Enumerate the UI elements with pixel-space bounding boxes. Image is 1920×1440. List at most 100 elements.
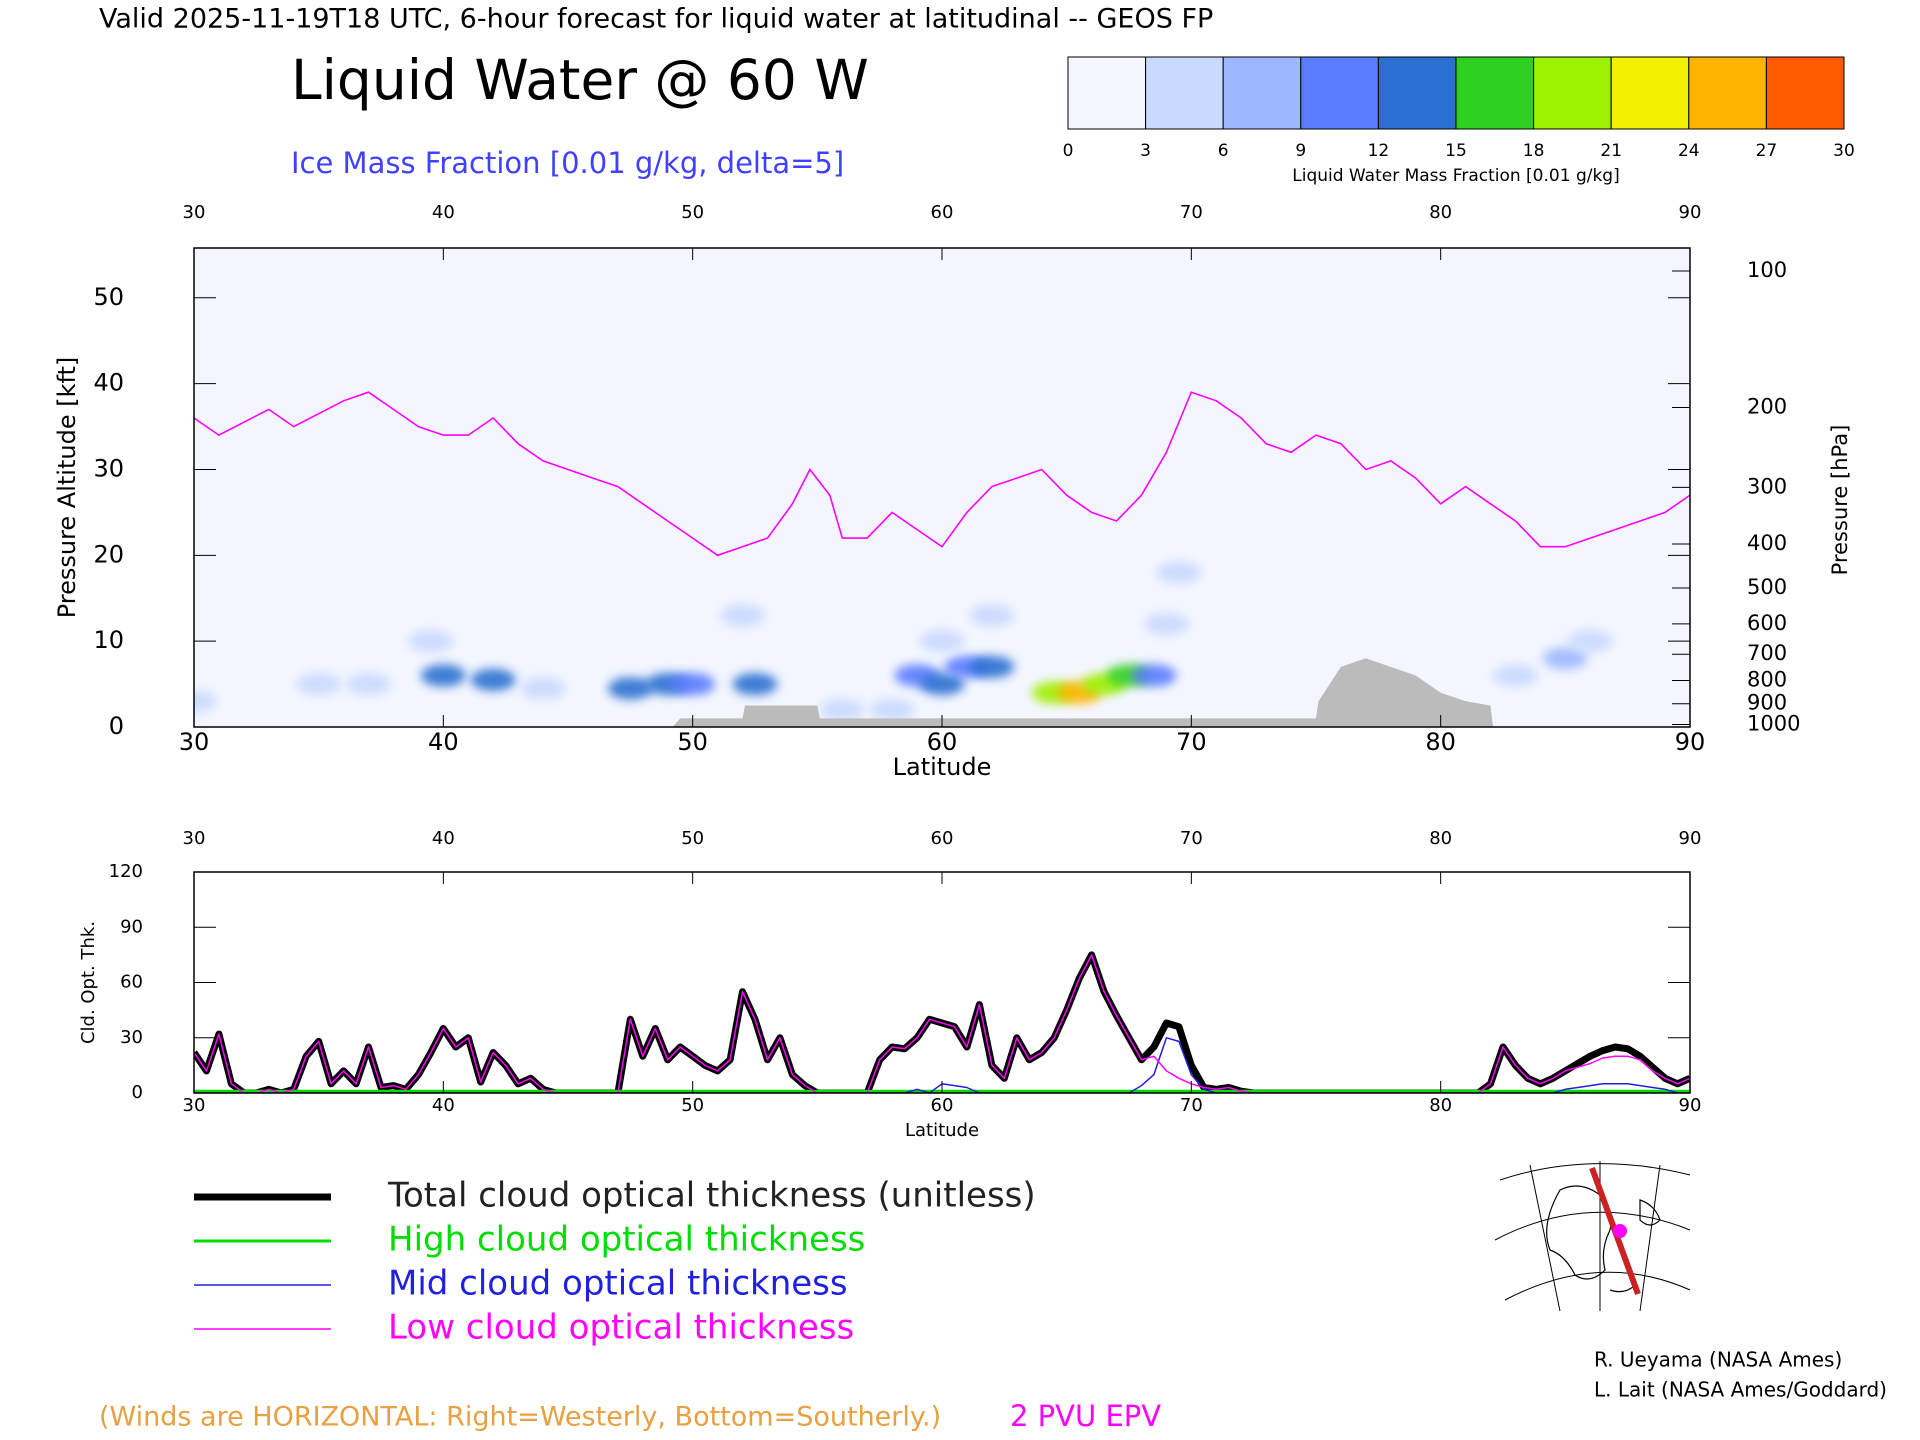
liquid-cell	[1493, 664, 1538, 687]
y-tick-label: 30	[93, 454, 124, 482]
x-top-tick-label: 70	[1180, 202, 1203, 223]
heading: Liquid Water @ 60 W	[291, 48, 869, 112]
colorbar-swatch	[1145, 56, 1224, 130]
legend-label: Mid cloud optical thickness	[388, 1264, 848, 1304]
liquid-cell	[470, 668, 516, 691]
map-inset	[1493, 1161, 1691, 1312]
x-top-tick-label: 90	[1679, 828, 1702, 849]
credit: L. Lait (NASA Ames/Goddard)	[1594, 1378, 1887, 1402]
legend-label: High cloud optical thickness	[388, 1220, 865, 1260]
x-axis-label: Latitude	[893, 753, 992, 781]
y-axis-label: Cld. Opt. Thk.	[78, 921, 99, 1044]
x-top-tick-label: 70	[1180, 828, 1203, 849]
y2-tick-label: 600	[1747, 611, 1787, 635]
colorbar-tick-label: 24	[1678, 141, 1700, 161]
y2-tick-label: 900	[1747, 691, 1787, 715]
colorbar-swatch	[1765, 56, 1845, 130]
y-tick-label: 10	[93, 626, 124, 654]
y2-tick-label: 500	[1747, 575, 1787, 599]
colorbar-swatch	[1533, 56, 1612, 130]
y-tick-label: 20	[93, 540, 124, 568]
x-top-tick-label: 80	[1429, 202, 1452, 223]
y-tick-label: 0	[132, 1082, 143, 1103]
x-tick-label: 70	[1176, 728, 1207, 756]
liquid-cell	[520, 677, 566, 700]
x-top-tick-label: 60	[931, 202, 954, 223]
colorbar-label: Liquid Water Mass Fraction [0.01 g/kg]	[1292, 166, 1619, 186]
colorbar-tick-label: 0	[1063, 141, 1074, 161]
x-tick-label: 70	[1180, 1095, 1203, 1116]
y-axis-label: Pressure Altitude [kft]	[53, 357, 81, 619]
liquid-cell	[194, 690, 217, 713]
x-tick-label: 80	[1429, 1095, 1452, 1116]
x-tick-label: 30	[183, 1095, 206, 1116]
colorbar-tick-label: 9	[1295, 141, 1306, 161]
winds-note: (Winds are HORIZONTAL: Right=Westerly, B…	[99, 1402, 941, 1433]
liquid-cell	[420, 664, 466, 687]
x-axis-label: Latitude	[905, 1120, 979, 1141]
subheading: Ice Mass Fraction [0.01 g/kg, delta=5]	[291, 146, 844, 180]
x-top-tick-label: 90	[1679, 202, 1702, 223]
x-top-tick-label: 40	[432, 202, 455, 223]
colorbar-tick-label: 3	[1140, 141, 1151, 161]
liquid-cell	[969, 655, 1015, 679]
liquid-cell	[346, 672, 391, 696]
liquid-cell	[1567, 629, 1613, 653]
colorbar-swatch	[1610, 56, 1690, 130]
x-top-tick-label: 80	[1429, 828, 1452, 849]
lines	[194, 951, 1690, 1093]
legend-label: Total cloud optical thickness (unitless)	[387, 1176, 1036, 1216]
x-tick-label: 40	[428, 728, 459, 756]
y2-tick-label: 1000	[1747, 711, 1800, 735]
liquid-cell	[1156, 561, 1202, 584]
liquid-cell	[1542, 647, 1588, 670]
liquid-cell	[819, 698, 865, 721]
x-top-tick-label: 30	[183, 202, 206, 223]
y2-axis-label: Pressure [hPa]	[1828, 425, 1852, 576]
colorbar-tick-label: 18	[1523, 141, 1545, 161]
y2-tick-label: 300	[1747, 474, 1787, 498]
y2-tick-label: 800	[1747, 668, 1787, 692]
legend-label: Low cloud optical thickness	[388, 1308, 854, 1348]
colorbar-swatch	[1300, 56, 1379, 130]
y-tick-label: 30	[120, 1027, 143, 1048]
colorbar-tick-label: 21	[1600, 141, 1622, 161]
x-tick-label: 60	[927, 728, 958, 756]
y2-tick-label: 200	[1747, 394, 1787, 418]
liquid-cell	[869, 698, 915, 721]
colorbar-tick-label: 12	[1368, 141, 1390, 161]
plots: 2 PVU EPV1002003004005006007008009001000…	[53, 56, 1855, 1433]
x-tick-label: 80	[1425, 728, 1456, 756]
terrain	[672, 658, 1494, 727]
plot-frame	[193, 871, 1691, 1094]
x-tick-label: 40	[432, 1095, 455, 1116]
epv-line	[194, 391, 1690, 557]
liquid-cell	[919, 629, 965, 653]
y2-tick-label: 400	[1747, 531, 1787, 555]
liquid-cell	[720, 604, 765, 627]
x-top-tick-label: 60	[931, 828, 954, 849]
colorbar-swatch	[1222, 56, 1302, 130]
liquid-cell	[408, 629, 454, 653]
x-top-tick-label: 50	[681, 828, 704, 849]
legend-label: 2 PVU EPV	[1010, 1399, 1161, 1433]
y-tick-label: 0	[109, 712, 124, 740]
heatmap	[194, 391, 1690, 727]
x-top-tick-label: 50	[681, 202, 704, 223]
colorbar-swatch	[1688, 56, 1767, 130]
liquid-cell	[1143, 612, 1189, 636]
y-tick-label: 50	[93, 283, 124, 311]
liquid-cell	[296, 672, 342, 696]
y-tick-label: 40	[93, 369, 124, 397]
x-tick-label: 50	[681, 1095, 704, 1116]
colorbar-tick-label: 6	[1218, 141, 1229, 161]
colorbar-tick-label: 15	[1445, 141, 1467, 161]
page-title: Valid 2025-11-19T18 UTC, 6-hour forecast…	[99, 4, 1213, 35]
y2-tick-label: 100	[1747, 258, 1787, 282]
y-tick-label: 90	[120, 916, 143, 937]
liquid-cell	[969, 604, 1015, 627]
series-line	[194, 954, 1690, 1093]
colorbar-tick-label: 30	[1833, 141, 1855, 161]
liquid-cell	[670, 672, 716, 696]
x-tick-label: 60	[931, 1095, 954, 1116]
